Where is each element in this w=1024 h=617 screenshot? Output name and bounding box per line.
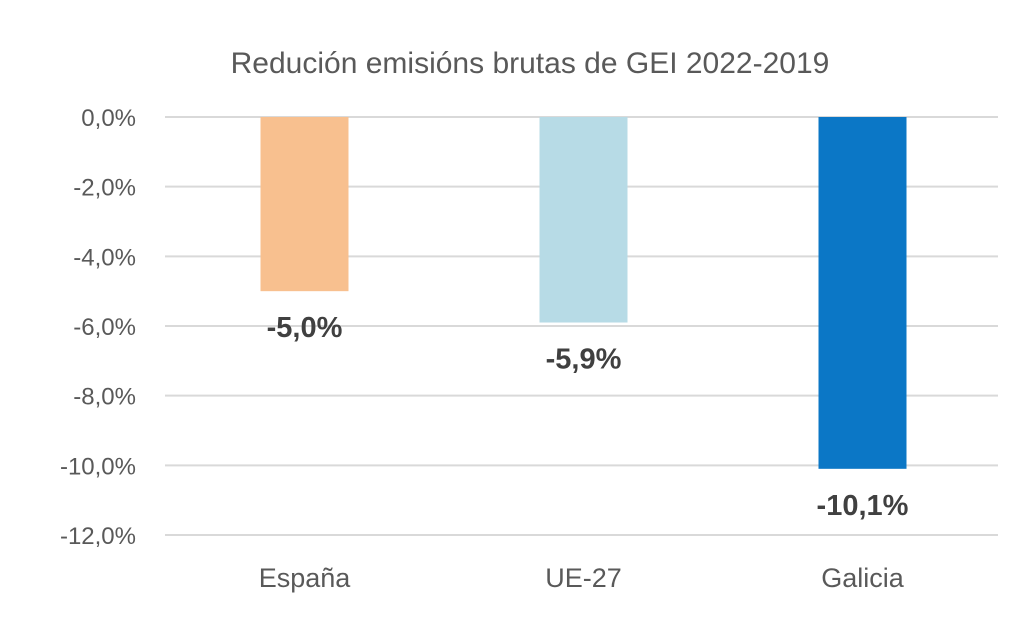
category-label: Galicia bbox=[821, 563, 905, 593]
bars bbox=[260, 117, 907, 469]
x-axis-category-labels: España UE-27 Galicia bbox=[259, 563, 905, 593]
data-label: -10,1% bbox=[817, 490, 909, 522]
category-label: España bbox=[259, 563, 352, 593]
bar-galicia bbox=[818, 117, 907, 469]
y-tick-label: -8,0% bbox=[73, 384, 136, 411]
category-label: UE-27 bbox=[545, 563, 622, 593]
data-label: -5,0% bbox=[267, 312, 343, 344]
y-tick-label: -2,0% bbox=[73, 175, 136, 202]
y-tick-label: -6,0% bbox=[73, 314, 136, 341]
y-tick-label: 0,0% bbox=[81, 105, 136, 132]
y-axis-tick-labels: 0,0% -2,0% -4,0% -6,0% -8,0% -10,0% -12,0% bbox=[60, 105, 136, 550]
y-tick-label: -10,0% bbox=[60, 453, 136, 480]
y-tick-label: -4,0% bbox=[73, 244, 136, 271]
bar-ue-27 bbox=[539, 117, 628, 323]
chart-title: Redución emisións brutas de GEI 2022-201… bbox=[231, 47, 830, 80]
data-labels: -5,0% -5,9% -10,1% bbox=[267, 312, 909, 522]
data-label: -5,9% bbox=[546, 344, 622, 376]
y-tick-label: -12,0% bbox=[60, 523, 136, 550]
bar-espa-a bbox=[260, 117, 349, 292]
